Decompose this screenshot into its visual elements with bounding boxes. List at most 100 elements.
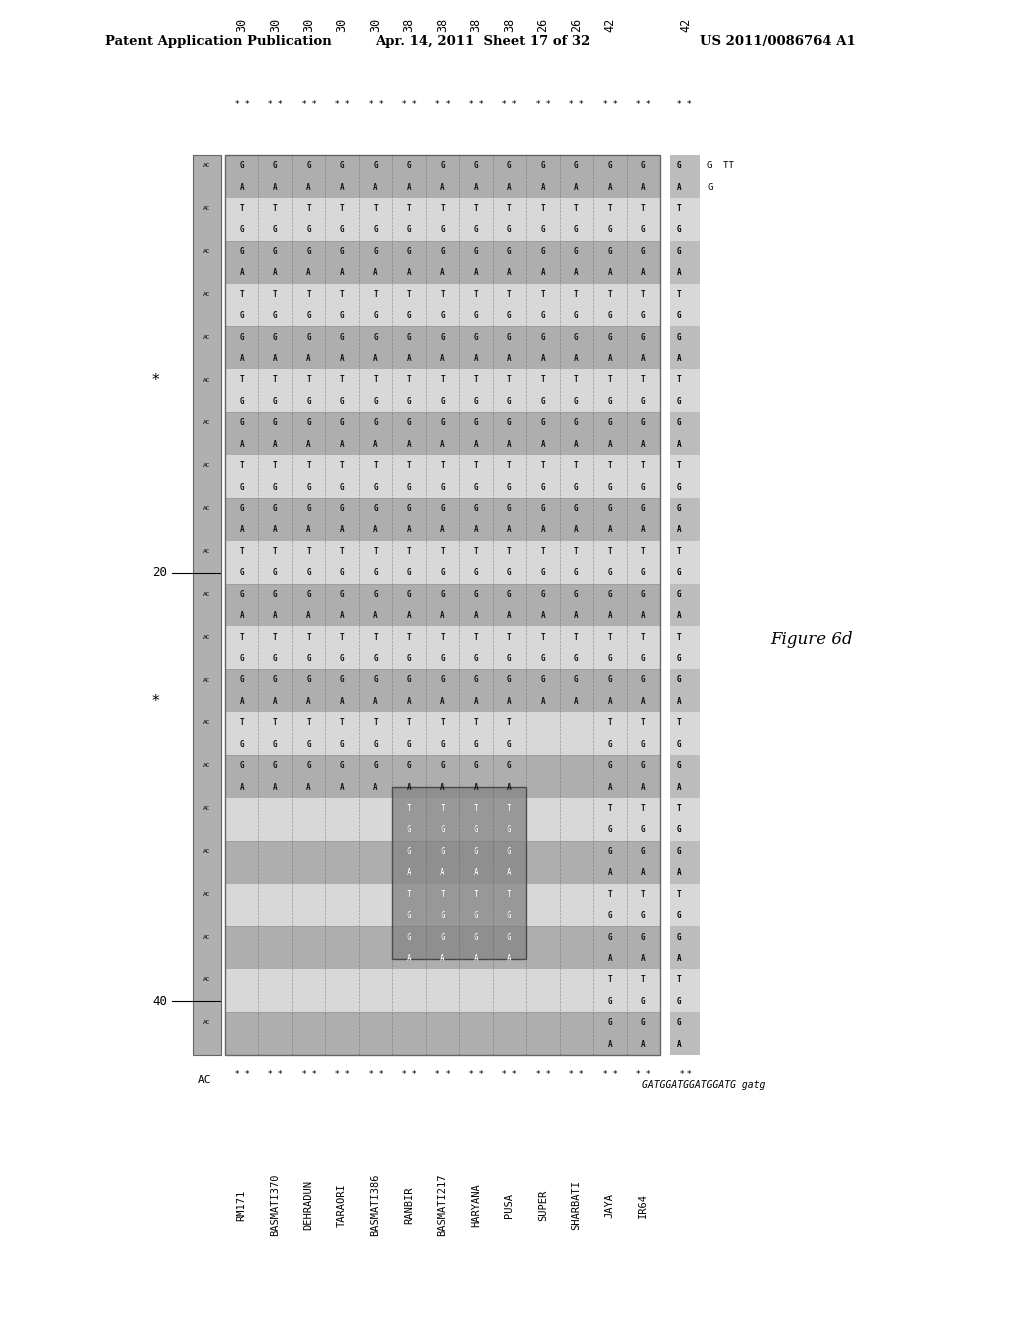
Text: A: A [507,440,512,449]
Text: *: * [546,100,550,110]
Text: G: G [677,762,681,770]
Text: A: A [440,954,444,964]
Text: A: A [440,354,444,363]
Text: G: G [407,676,412,685]
Text: G: G [474,847,478,855]
Text: A: A [677,268,681,277]
Bar [670,326,700,348]
Text: G: G [440,847,444,855]
Text: T: T [507,205,512,213]
Text: T: T [507,546,512,556]
Text: T: T [677,890,681,899]
Text: A: A [306,525,311,535]
Bar [225,991,660,1012]
Text: A: A [574,354,579,363]
Text: *: * [445,100,450,110]
Text: A: A [474,354,478,363]
Text: AC: AC [203,292,211,297]
Text: G: G [440,483,444,491]
Text: G: G [440,418,444,428]
Text: G: G [507,847,512,855]
Text: G: G [306,333,311,342]
Text: A: A [641,525,645,535]
Text: G: G [340,504,344,513]
Text: *: * [378,100,383,110]
Text: AC: AC [203,249,211,253]
Text: A: A [607,697,612,706]
Text: G: G [440,739,444,748]
Text: A: A [507,182,512,191]
Text: A: A [240,440,244,449]
Text: G: G [641,483,645,491]
Text: *: * [479,1071,483,1080]
Text: G: G [272,569,278,577]
Text: G: G [641,569,645,577]
Text: T: T [272,461,278,470]
Text: G: G [474,762,478,770]
Text: *: * [636,100,640,110]
Text: A: A [507,783,512,792]
Text: G: G [607,933,612,941]
Text: A: A [607,440,612,449]
Text: A: A [374,182,378,191]
Text: *: * [401,1071,407,1080]
Bar [670,862,700,883]
Text: A: A [407,182,412,191]
Text: T: T [272,290,278,298]
Text: G: G [474,504,478,513]
Text: G: G [677,418,681,428]
Text: *: * [677,100,681,110]
Text: G: G [541,247,545,256]
Text: T: T [607,205,612,213]
Text: RM171: RM171 [237,1189,247,1221]
Text: G: G [440,911,444,920]
Text: A: A [474,954,478,964]
Text: A: A [677,869,681,878]
Text: T: T [607,546,612,556]
Text: G: G [474,226,478,235]
Text: G: G [407,226,412,235]
Text: G: G [641,655,645,663]
Text: AC: AC [203,549,211,554]
Bar [670,519,700,541]
Text: T: T [240,718,244,727]
Text: T: T [306,461,311,470]
Bar [225,455,660,477]
Text: G: G [306,226,311,235]
Text: A: A [306,354,311,363]
Text: T: T [541,546,545,556]
Text: AC: AC [203,677,211,682]
Text: A: A [607,354,612,363]
Text: G: G [272,483,278,491]
Text: *: * [311,100,316,110]
Bar [670,948,700,969]
Text: A: A [407,525,412,535]
Text: G: G [240,312,244,321]
Text: A: A [677,525,681,535]
Text: A: A [677,1040,681,1049]
Text: G: G [474,483,478,491]
Bar [670,370,700,391]
Bar [225,219,660,240]
Bar [225,154,660,177]
Text: G: G [507,933,512,941]
Text: G: G [507,762,512,770]
Text: A: A [240,783,244,792]
Text: G: G [641,762,645,770]
Text: T: T [272,632,278,642]
Text: A: A [507,525,512,535]
Text: T: T [440,546,444,556]
Text: Figure 6d: Figure 6d [770,631,853,648]
Text: A: A [607,1040,612,1049]
Bar [670,562,700,583]
Text: T: T [407,718,412,727]
Text: G: G [474,312,478,321]
Text: A: A [574,440,579,449]
Text: *: * [602,1071,607,1080]
Bar [670,797,700,820]
Text: G: G [541,504,545,513]
Text: G: G [474,397,478,407]
Text: *: * [686,1071,691,1080]
Text: G: G [677,847,681,855]
Bar [670,734,700,755]
